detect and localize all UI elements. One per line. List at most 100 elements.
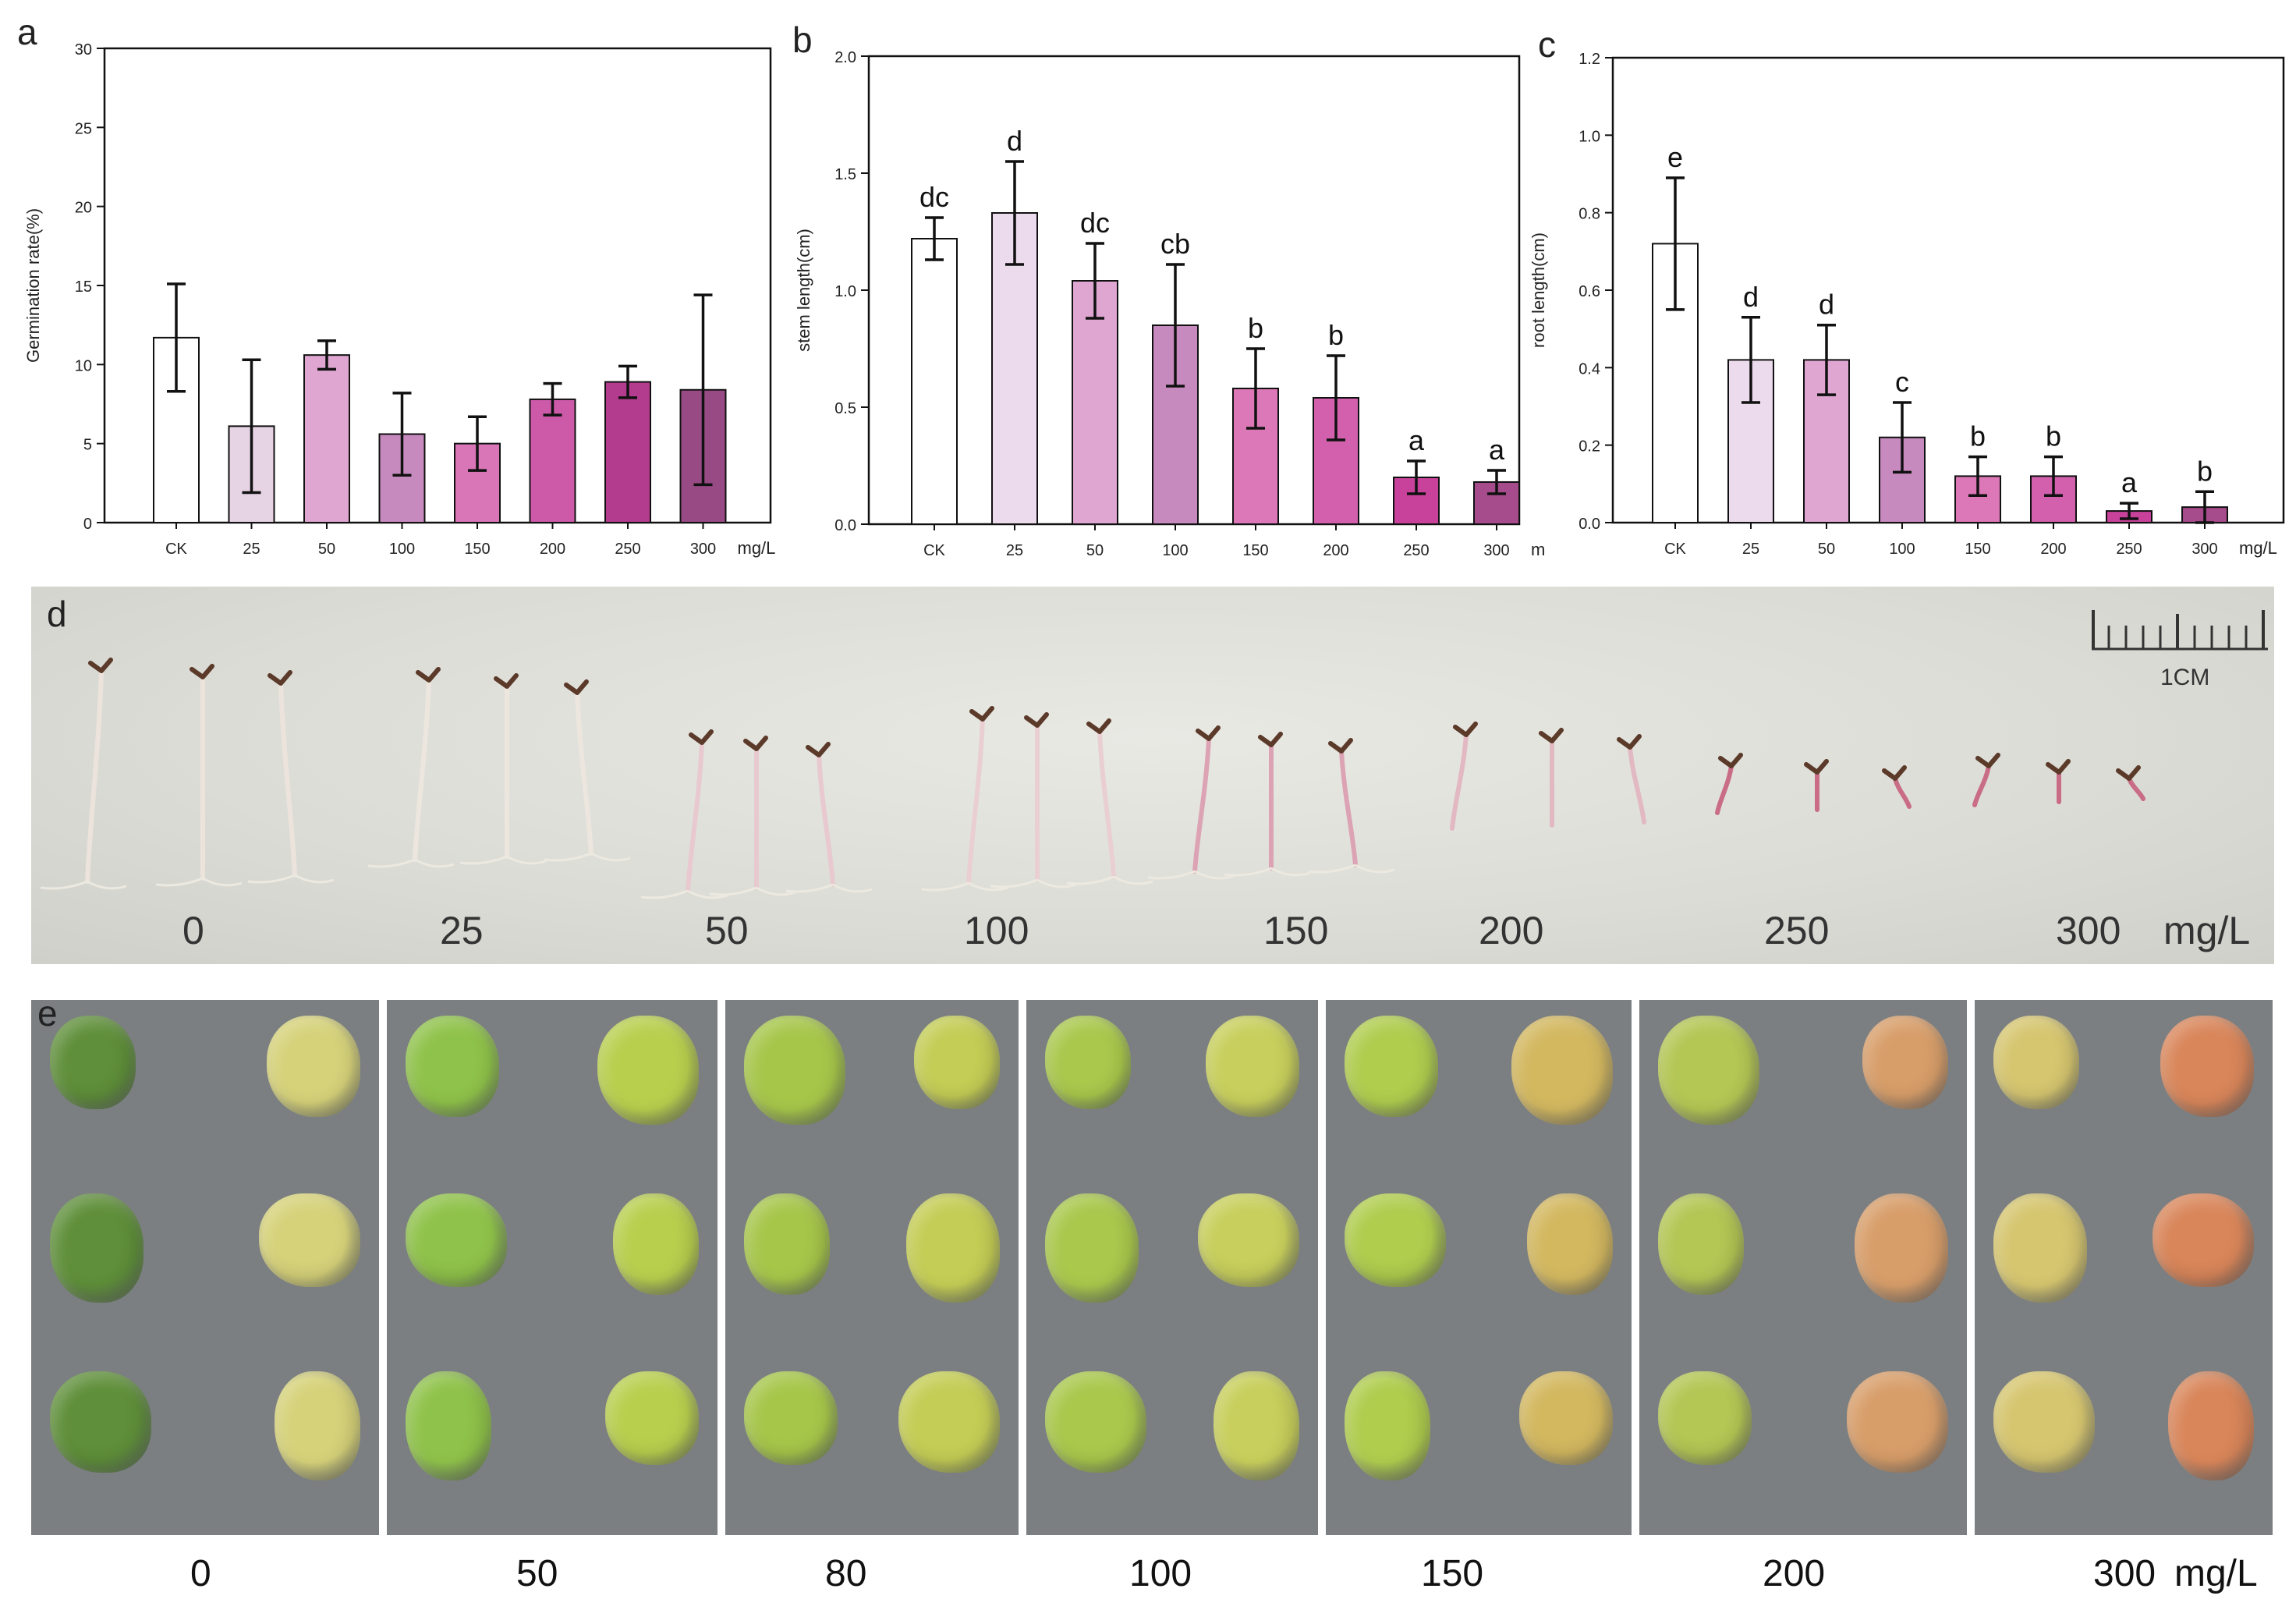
panel-letter-b: b bbox=[792, 20, 813, 60]
x-tick-label: 200 bbox=[1323, 542, 1348, 559]
callus-tile-3 bbox=[1026, 1000, 1318, 1535]
d-label-300: 300 bbox=[2056, 909, 2121, 952]
explant bbox=[744, 1016, 845, 1125]
significance-letter: c bbox=[1895, 366, 1909, 398]
explant bbox=[1045, 1193, 1139, 1303]
significance-letter: d bbox=[1007, 125, 1022, 157]
x-tick-label: 200 bbox=[540, 541, 565, 558]
x-tick-label: 300 bbox=[690, 541, 716, 558]
d-label-150: 150 bbox=[1263, 909, 1329, 952]
explant bbox=[2152, 1193, 2254, 1287]
seedling-3-1 bbox=[990, 712, 1077, 888]
callus-tile-1 bbox=[387, 1000, 718, 1535]
explant bbox=[906, 1193, 1000, 1303]
seedling-cotyledon bbox=[416, 667, 441, 683]
seedling-cotyledon bbox=[1804, 759, 1829, 775]
explant bbox=[1345, 1016, 1438, 1117]
chart-c-plot: 0.0 0.2 0.4 0.6 0.8 1.0 1.2 root length(cm) CK e 2… bbox=[1529, 51, 2285, 558]
e-label-80: 80 bbox=[825, 1553, 867, 1594]
explant bbox=[1993, 1371, 2095, 1473]
panel-letter-c: c bbox=[1538, 24, 1556, 65]
significance-letter: b bbox=[1328, 319, 1344, 351]
seedling-cotyledon bbox=[1718, 753, 1743, 768]
x-tick-label: 250 bbox=[615, 541, 640, 558]
e-label-150: 150 bbox=[1421, 1553, 1484, 1594]
explant bbox=[275, 1371, 360, 1480]
x-tick-label: 25 bbox=[1742, 541, 1759, 558]
seedling-stem bbox=[966, 717, 985, 885]
x-tick-label: 100 bbox=[1889, 541, 1915, 558]
d-label-100: 100 bbox=[964, 909, 1029, 952]
seedling-cotyledon bbox=[190, 664, 214, 679]
explant bbox=[50, 1193, 144, 1303]
ruler-icon bbox=[2092, 610, 2268, 651]
y-tick-label: 0.6 bbox=[1578, 283, 1600, 300]
explant bbox=[1993, 1193, 2087, 1303]
explant bbox=[267, 1016, 360, 1117]
seedling-root bbox=[40, 880, 127, 890]
x-tick-label: 50 bbox=[1086, 542, 1104, 559]
seedling-cotyledon bbox=[1882, 765, 1907, 781]
seedling-6-1 bbox=[1804, 759, 1829, 812]
e-label-300: 300 bbox=[2093, 1553, 2156, 1594]
explant bbox=[406, 1193, 507, 1287]
e-label-unit: mg/L bbox=[2174, 1553, 2258, 1594]
explant bbox=[406, 1016, 499, 1117]
significance-letter: b bbox=[2197, 455, 2213, 487]
seedling-stem bbox=[1192, 736, 1211, 874]
y-tick-label: 0 bbox=[83, 516, 92, 533]
explant bbox=[744, 1193, 830, 1295]
explant bbox=[605, 1371, 699, 1465]
seedling-2-0 bbox=[640, 729, 728, 899]
y-tick-label: 2.0 bbox=[834, 49, 856, 66]
explant bbox=[1045, 1371, 1146, 1473]
d-label-50: 50 bbox=[705, 909, 749, 952]
seedlings-drawing bbox=[40, 658, 2145, 899]
e-label-200: 200 bbox=[1763, 1553, 1826, 1594]
significance-letter: b bbox=[1970, 420, 1986, 452]
seedling-stem bbox=[1715, 764, 1734, 815]
seedling-4-2 bbox=[1308, 738, 1395, 874]
explant bbox=[1993, 1016, 2079, 1109]
x-unit-label: mg/L bbox=[2239, 538, 2277, 558]
x-tick-label: CK bbox=[165, 541, 187, 558]
e-label-100: 100 bbox=[1129, 1553, 1192, 1594]
x-tick-label: CK bbox=[1664, 541, 1686, 558]
seedling-cotyledon bbox=[2046, 759, 2071, 775]
seedling-root bbox=[459, 855, 547, 865]
x-tick-label: 100 bbox=[389, 541, 415, 558]
chart-b-stem-length: 0.0 0.5 1.0 1.5 2.0 stem length(cm) CK dc 25 d 50 d… bbox=[794, 49, 1544, 559]
seedling-root bbox=[1308, 863, 1395, 874]
explant bbox=[1345, 1193, 1446, 1287]
seedling-stem bbox=[278, 681, 297, 878]
seedling-root bbox=[544, 852, 631, 862]
e-label-0: 0 bbox=[190, 1553, 211, 1594]
explant bbox=[50, 1016, 136, 1109]
seedling-cotyledon bbox=[1024, 712, 1049, 728]
y-tick-label: 1.0 bbox=[834, 283, 856, 300]
chart-a-plot: 0 5 10 15 20 25 30 Germination rate(%) CK 25 50 100… bbox=[23, 41, 775, 558]
seedling-stem bbox=[575, 690, 593, 856]
significance-letter: b bbox=[1248, 312, 1263, 344]
seedling-cotyledon bbox=[1453, 722, 1478, 737]
bar-50 bbox=[1072, 280, 1118, 525]
seedling-1-2 bbox=[544, 679, 631, 862]
x-tick-label: 200 bbox=[2040, 541, 2066, 558]
explant bbox=[406, 1371, 491, 1480]
seedling-root bbox=[990, 878, 1077, 888]
y-tick-label: 5 bbox=[83, 437, 92, 454]
seedling-0-2 bbox=[247, 670, 335, 884]
significance-letter: dc bbox=[919, 181, 949, 213]
seedling-3-2 bbox=[1066, 718, 1153, 885]
x-tick-label: 300 bbox=[2191, 541, 2217, 558]
explant bbox=[1206, 1016, 1299, 1117]
y-tick-label: 1.2 bbox=[1578, 51, 1600, 68]
seedling-root bbox=[921, 881, 1008, 892]
chart-b-plot: 0.0 0.5 1.0 1.5 2.0 stem length(cm) CK dc 25 d 50 d… bbox=[794, 49, 1544, 559]
seedling-cotyledon bbox=[743, 736, 768, 751]
seedling-cotyledon bbox=[268, 670, 292, 686]
seedling-5-0 bbox=[1450, 722, 1478, 831]
callus-tile-6 bbox=[1975, 1000, 2273, 1535]
chart-a-germination: 0 5 10 15 20 25 30 Germination rate(%) CK 25 50 100… bbox=[23, 41, 775, 558]
